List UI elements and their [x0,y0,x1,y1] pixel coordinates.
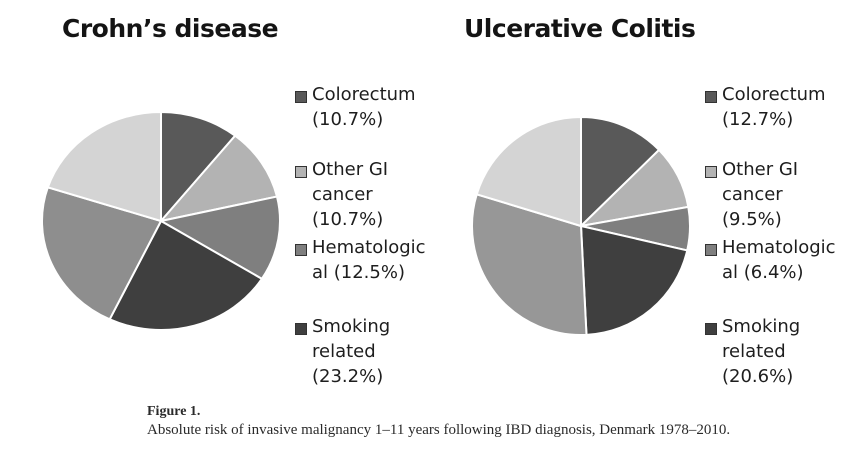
caption-text: Absolute risk of invasive malignancy 1–1… [147,422,731,438]
legend-swatch [295,166,307,178]
legend-label: Hematologic al (6.4%) [722,237,836,283]
legend-swatch [295,244,307,256]
crohns-pie-chart [41,110,281,331]
figure-label: Figure 1. [147,404,201,419]
pie-slice-smoking-related [579,224,689,336]
crohns-chart-title: Crohn’s disease [62,14,279,43]
pie-slice-colorectum [160,110,237,224]
legend-swatch [295,323,307,335]
legend-swatch [705,91,717,103]
pie-slice-hematological [158,195,281,281]
figure-caption: Figure 1. Absolute risk of invasive mali… [147,402,767,440]
legend-label: Colorectum (10.7%) [312,84,416,130]
uc-pie-chart [471,115,691,336]
pie-slice-unlabeled-5 [475,115,582,228]
uc-chart-title: Ulcerative Colitis [464,14,696,43]
legend-label: Smoking related (20.6%) [722,316,801,387]
legend-swatch [705,323,717,335]
legend-swatch [705,244,717,256]
uc-chart-panel: Ulcerative Colitis Colorectum (12.7%) Ot… [410,0,840,400]
pie-slice-unlabeled-5 [46,110,162,223]
pie-slice-colorectum [580,115,661,229]
legend-label: Smoking related (23.2%) [312,316,391,387]
pie-slice-unlabeled-4 [41,186,163,321]
legend-label: Other GI cancer (9.5%) [722,159,799,230]
legend-swatch [705,166,717,178]
legend-swatch [295,91,307,103]
legend-label: Hematologic al (12.5%) [312,237,426,283]
pie-slice-other-gi-cancer [158,134,279,223]
legend-label: Other GI cancer (10.7%) [312,159,389,230]
pie-slice-unlabeled-4 [471,193,588,336]
legend-label: Colorectum (12.7%) [722,84,826,130]
crohns-chart-panel: Crohn’s disease Colorectum (10.7%) Other… [0,0,430,400]
